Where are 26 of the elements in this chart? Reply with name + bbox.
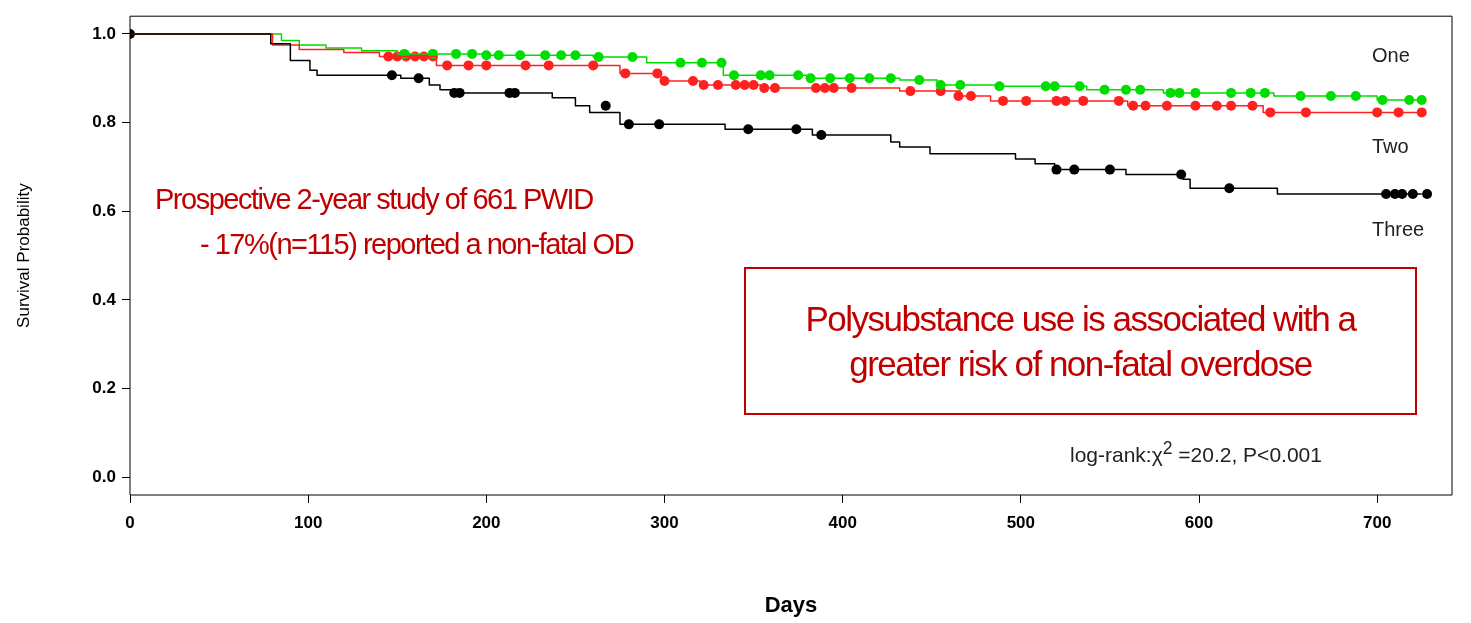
series-label: Two	[1372, 134, 1409, 157]
annotation: Polysubstance use is associated with a greater risk of non-fatal overdose	[744, 267, 1417, 415]
x-tick-label: 0	[125, 512, 135, 532]
annotation: log-rank:χ$^{2}$ =20.2, P<0.001	[1070, 438, 1322, 467]
x-tick-label: 100	[293, 512, 323, 532]
x-tick-label: 400	[828, 512, 857, 532]
x-tick-label: 300	[650, 512, 679, 532]
point	[1422, 188, 1433, 199]
y-tick-label: 0.6	[92, 200, 116, 220]
y-axis-title: Survival Probability	[13, 182, 33, 328]
x-tick-label: 700	[1362, 512, 1392, 532]
y-tick-label: 0.2	[92, 378, 116, 398]
x-tick-label: 600	[1184, 512, 1214, 532]
y-tick-label: 0.0	[92, 466, 116, 486]
x-axis-title: Days	[764, 591, 818, 617]
annotation: Prospective 2-year study of 661 PWID	[155, 183, 593, 216]
annotation: - 17%(n=115) reported a non-fatal OD	[200, 228, 634, 261]
point	[1416, 107, 1427, 118]
x-tick-label: 200	[472, 512, 501, 532]
point	[600, 100, 611, 111]
series-label: One	[1372, 43, 1410, 66]
y-tick-label: 1.0	[92, 23, 116, 43]
x-tick-label: 500	[1006, 512, 1036, 532]
y-tick-label: 0.4	[92, 289, 117, 309]
y-tick-label: 0.8	[92, 112, 116, 132]
series-label: Three	[1372, 218, 1425, 241]
